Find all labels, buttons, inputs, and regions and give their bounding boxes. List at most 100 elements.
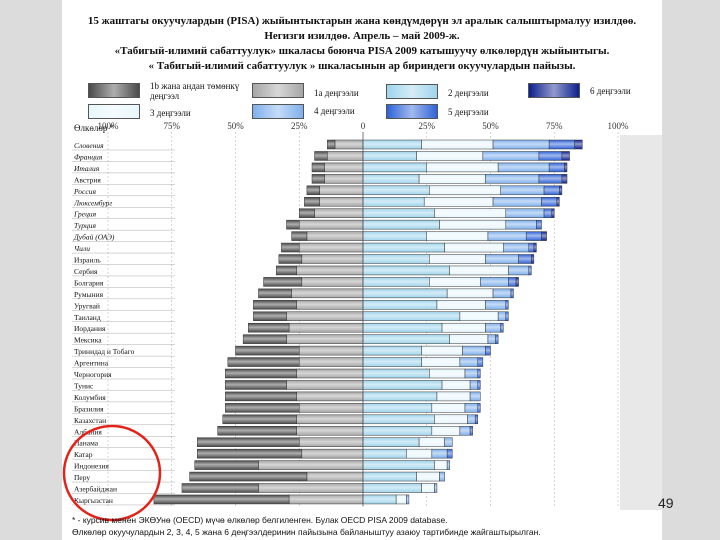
bar-segment-level-5	[536, 219, 542, 230]
bar-segment-level-5	[543, 185, 560, 196]
category-label: Тринидад и Тобаго	[74, 347, 135, 356]
legend-swatch	[252, 83, 304, 98]
bar-segment-level-2	[362, 151, 417, 161]
legend-label: 1b жана андан төмөнкү деңгээл	[150, 81, 240, 101]
x-tick-label: 75%	[546, 121, 563, 131]
bar-segment-level-1b	[304, 197, 320, 207]
bar-segment-level-2	[362, 288, 448, 299]
bar-segment-level-4	[464, 368, 478, 379]
bar-segment-level-1a	[296, 414, 364, 425]
category-label: Иордания	[74, 324, 106, 333]
bar-segment-level-3	[421, 357, 461, 367]
legend-label: 4 деңгээли	[314, 106, 355, 116]
bar-segment-level-4	[500, 185, 545, 196]
x-tick-label: 50%	[482, 121, 499, 131]
bar-segment-level-2	[362, 277, 430, 287]
category-label: Катар	[74, 450, 93, 459]
bar-segment-level-4	[508, 265, 530, 276]
bar-segment-level-3	[436, 391, 471, 402]
bar-segment-level-6	[561, 151, 570, 161]
bar-segment-level-6	[515, 277, 519, 287]
legend-swatch	[528, 83, 580, 98]
bar-segment-level-5	[477, 403, 481, 413]
bar-segment-level-2	[362, 334, 450, 344]
bar-segment-level-5	[508, 277, 517, 287]
bar-segment-level-4	[480, 277, 509, 287]
x-tick-label: 25%	[419, 121, 436, 131]
bar-segment-level-6	[533, 242, 537, 253]
bar-segment-level-2	[362, 483, 422, 493]
bar-segment-level-3	[421, 345, 463, 356]
bar-segment-level-6	[559, 185, 563, 196]
bar-segment-level-3	[436, 300, 486, 310]
bar-segment-level-1a	[319, 197, 364, 207]
bar-segment-level-3	[429, 368, 466, 379]
legend-swatch	[88, 104, 140, 119]
category-label: Австрия	[74, 175, 101, 184]
bar-segment-level-3	[444, 242, 504, 253]
bar-segment-level-5	[510, 288, 514, 299]
highlight-circle	[62, 424, 162, 522]
bar-segment-level-2	[362, 197, 425, 207]
bar-segment-level-1b	[258, 288, 292, 299]
bar-segment-level-1b	[306, 185, 320, 196]
bar-segment-level-5	[485, 345, 491, 356]
bar-segment-level-1a	[306, 231, 364, 241]
bar-segment-level-4	[464, 403, 478, 413]
bar-segment-level-1a	[258, 483, 364, 493]
bar-segment-level-3	[431, 426, 461, 436]
bar-segment-level-1a	[324, 162, 364, 173]
bar-segment-level-1b	[197, 448, 303, 459]
chart-title: 15 жаштагы окуучулардын (PISA) жыйынтыкт…	[62, 14, 662, 74]
footnote-line-1: * - курсив менен ЭКӨУнө (OECD) мүчө өлкө…	[72, 515, 448, 525]
bar-segment-level-2	[362, 403, 433, 413]
bar-segment-level-3	[449, 334, 489, 344]
bar-segment-level-1a	[301, 448, 364, 459]
bar-segment-level-3	[434, 460, 448, 470]
legend-label: 1а деңгээли	[314, 88, 359, 98]
bar-segment-level-2	[362, 162, 427, 173]
bar-segment-level-4	[492, 288, 512, 299]
bar-segment-level-4	[446, 460, 450, 470]
category-label: Тунис	[74, 381, 94, 390]
bar-segment-level-5	[477, 357, 484, 367]
bar-segment-level-1a	[301, 254, 364, 264]
bar-segment-level-1a	[299, 219, 364, 230]
bar-segment-level-5	[525, 231, 542, 241]
bar-segment-level-1b	[253, 300, 297, 310]
bar-segment-level-2	[362, 322, 443, 333]
category-label: Болгария	[74, 278, 104, 287]
bar-segment-level-1a	[299, 242, 364, 253]
category-label: Бразилия	[74, 404, 104, 413]
category-label: Черногория	[74, 370, 112, 379]
category-label: Дубай (ОАЭ)	[73, 233, 115, 242]
bar-segment-level-3	[429, 185, 501, 196]
bar-segment-level-1b	[225, 403, 300, 413]
bar-segment-level-4	[505, 208, 545, 218]
bar-segment-level-1b	[248, 322, 290, 333]
legend-swatch	[386, 104, 438, 119]
bar-segment-level-1a	[288, 494, 364, 505]
bar-segment-level-2	[362, 254, 430, 264]
bar-segment-level-1a	[306, 471, 364, 482]
category-label: Колумбия	[74, 393, 106, 402]
bar-segment-level-4	[462, 345, 486, 356]
bar-segment-level-1b	[327, 139, 336, 150]
bar-segment-level-1a	[286, 334, 364, 344]
bar-segment-level-3	[434, 208, 507, 218]
bar-segment-level-4	[485, 174, 540, 184]
category-label: Люксембург	[73, 198, 112, 207]
x-tick-label: 50%	[227, 121, 244, 131]
category-label: Индонезия	[74, 462, 109, 471]
bar-segment-level-2	[362, 460, 435, 470]
bar-segment-level-1a	[334, 139, 364, 150]
bar-segment-level-1b	[242, 334, 287, 344]
x-tick-label: 0	[361, 121, 366, 131]
category-label: Словения	[74, 141, 104, 150]
title-line-1: 15 жаштагы окуучулардын (PISA) жыйынтыкт…	[87, 15, 637, 27]
category-label: Румыния	[74, 290, 104, 299]
bar-segment-level-4	[469, 380, 479, 390]
category-label: Италия	[73, 164, 100, 173]
category-label: Казахстан	[74, 416, 106, 425]
legend-label: 3 деңгээли	[150, 108, 191, 118]
